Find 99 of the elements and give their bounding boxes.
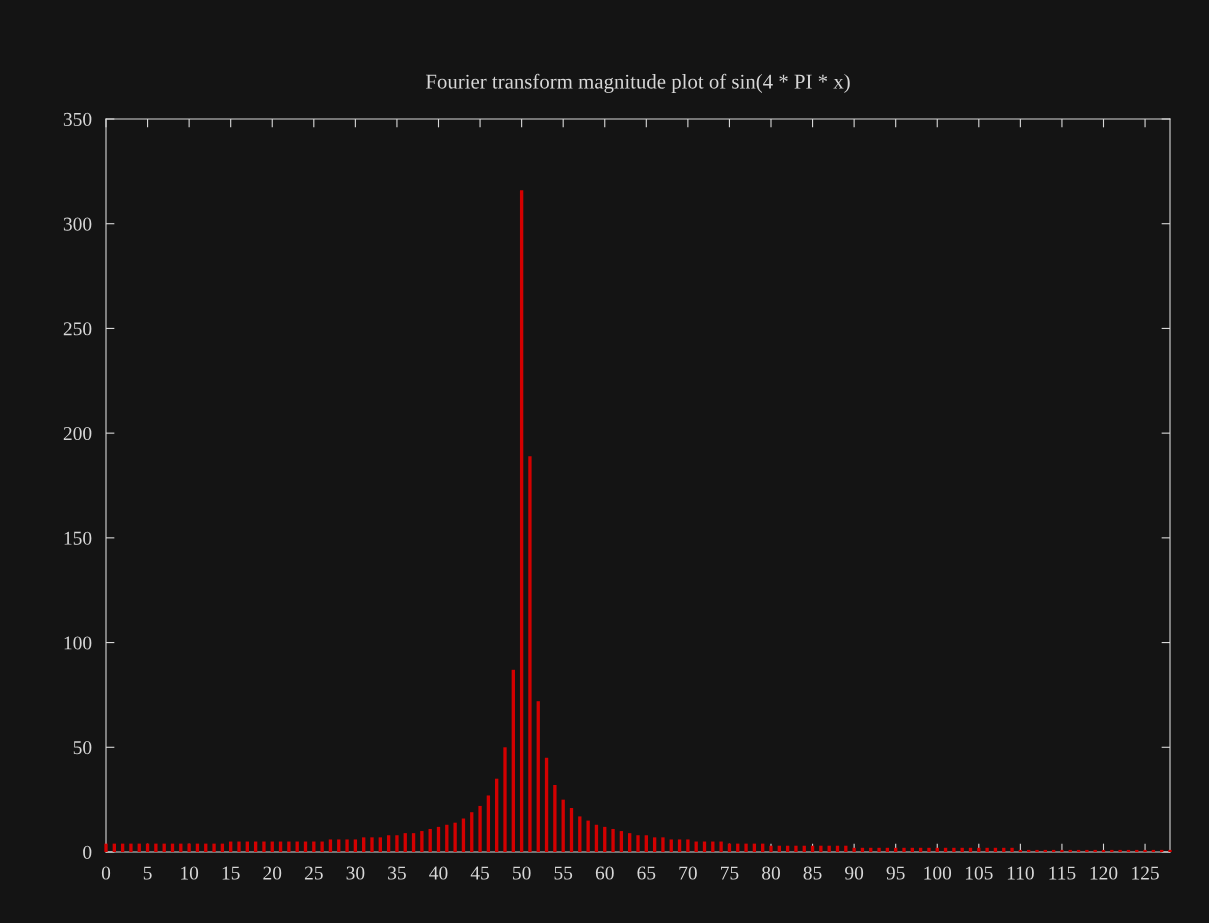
bar <box>420 831 424 852</box>
bar <box>744 843 748 852</box>
bar <box>852 847 856 852</box>
bar <box>395 835 399 852</box>
bar <box>453 822 457 852</box>
bar <box>411 833 416 852</box>
bar <box>353 839 358 852</box>
bar <box>237 841 241 852</box>
x-tick-label: 45 <box>470 866 490 880</box>
bar <box>1143 849 1147 852</box>
bar <box>1035 849 1039 852</box>
bar <box>320 841 324 852</box>
bar <box>470 812 474 852</box>
bar <box>819 845 823 852</box>
bar <box>877 847 881 852</box>
y-tick-label: 0 <box>83 845 92 859</box>
x-tick-label: 20 <box>263 866 282 880</box>
x-tick-label: 95 <box>886 866 905 880</box>
x-tick-label: 55 <box>554 866 573 880</box>
bar <box>544 757 549 852</box>
bar <box>686 839 690 852</box>
bar <box>677 839 682 852</box>
x-tick-label: 90 <box>845 866 864 880</box>
x-tick-label: 115 <box>1049 866 1076 880</box>
bar <box>386 835 391 852</box>
y-tick-label: 350 <box>63 112 92 126</box>
x-tick-label: 5 <box>143 866 152 880</box>
bar <box>287 841 291 852</box>
bar <box>1085 849 1089 852</box>
bar <box>578 816 582 852</box>
bar <box>661 837 665 852</box>
y-tick-label: 150 <box>64 531 92 545</box>
bar <box>628 833 632 852</box>
bar <box>611 828 615 852</box>
x-tick-label: 15 <box>222 866 240 880</box>
x-tick-label: 10 <box>181 866 199 880</box>
bar <box>561 799 565 852</box>
x-tick-label: 25 <box>304 866 323 880</box>
bar <box>495 778 499 852</box>
bar <box>586 820 590 852</box>
bar <box>345 839 349 852</box>
chart-title: Fourier transform magnitude plot of sin(4 * PI * x) <box>425 73 850 93</box>
y-tick-label: 300 <box>63 217 92 231</box>
bar <box>378 837 382 852</box>
y-tick-label: 100 <box>64 636 92 650</box>
bar <box>511 669 515 852</box>
bar <box>486 795 491 852</box>
bar <box>952 847 956 852</box>
x-tick-label: 70 <box>679 866 697 880</box>
bar <box>636 835 640 852</box>
bar <box>719 841 723 852</box>
bar <box>902 847 906 852</box>
bar <box>337 839 341 852</box>
x-tick-label: 105 <box>965 866 993 880</box>
bar <box>428 828 432 852</box>
bar <box>669 839 673 852</box>
x-tick-label: 65 <box>637 866 656 880</box>
bar <box>328 839 333 852</box>
bar <box>1010 847 1014 852</box>
bar <box>503 747 507 852</box>
bar <box>403 833 407 852</box>
bar <box>370 837 374 852</box>
bar <box>528 456 532 852</box>
bar <box>652 837 657 852</box>
x-tick-label: 40 <box>429 866 448 880</box>
bar <box>1168 849 1172 852</box>
x-tick-label: 60 <box>595 866 614 880</box>
bar <box>461 818 466 852</box>
x-tick-label: 75 <box>721 866 739 880</box>
x-tick-label: 35 <box>388 866 406 880</box>
bar <box>129 843 133 852</box>
bar <box>794 845 798 852</box>
y-tick-label: 50 <box>73 741 92 755</box>
bar <box>362 837 366 852</box>
bar <box>519 190 524 852</box>
x-tick-label: 85 <box>803 866 822 880</box>
bar <box>478 805 482 852</box>
x-tick-label: 50 <box>513 866 531 880</box>
bar <box>619 831 624 852</box>
bar <box>569 808 574 852</box>
x-tick-label: 30 <box>346 866 365 880</box>
x-tick-label: 100 <box>924 866 952 880</box>
bar <box>927 847 931 852</box>
y-tick-label: 200 <box>63 426 92 441</box>
y-tick-label: 250 <box>63 322 92 336</box>
x-tick-label: 80 <box>762 866 780 880</box>
bar <box>212 843 216 852</box>
bar <box>553 784 557 852</box>
x-tick-label: 110 <box>1007 866 1034 880</box>
bar <box>262 841 266 852</box>
x-tick-label: 0 <box>101 866 111 880</box>
bar <box>154 843 158 852</box>
bar <box>1118 849 1122 852</box>
bar <box>644 835 648 852</box>
bar <box>1060 849 1064 852</box>
bar <box>985 847 989 852</box>
x-tick-label: 125 <box>1132 866 1159 880</box>
x-tick-label: 120 <box>1090 866 1118 880</box>
bar <box>536 701 540 852</box>
